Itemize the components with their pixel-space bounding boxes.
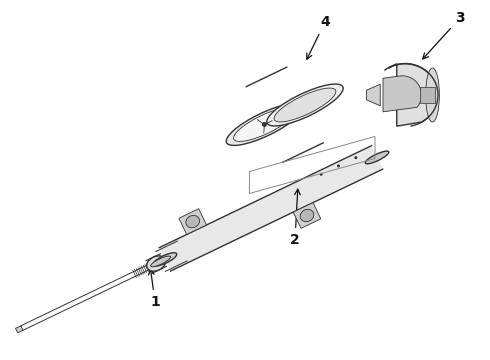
Ellipse shape bbox=[150, 256, 171, 267]
Text: 1: 1 bbox=[148, 269, 160, 309]
Ellipse shape bbox=[354, 156, 357, 159]
Polygon shape bbox=[293, 203, 321, 228]
Text: 3: 3 bbox=[423, 11, 465, 59]
Ellipse shape bbox=[300, 209, 314, 222]
Polygon shape bbox=[389, 64, 438, 126]
Ellipse shape bbox=[319, 173, 323, 176]
Ellipse shape bbox=[186, 215, 199, 228]
Polygon shape bbox=[16, 326, 23, 333]
Ellipse shape bbox=[234, 108, 295, 141]
Ellipse shape bbox=[337, 165, 340, 167]
Ellipse shape bbox=[274, 88, 336, 122]
Ellipse shape bbox=[153, 253, 177, 266]
Ellipse shape bbox=[147, 256, 166, 271]
Polygon shape bbox=[367, 84, 380, 106]
Text: 2: 2 bbox=[290, 189, 300, 247]
Polygon shape bbox=[179, 209, 206, 234]
Ellipse shape bbox=[426, 68, 440, 122]
Ellipse shape bbox=[365, 151, 389, 164]
FancyBboxPatch shape bbox=[420, 87, 436, 103]
Polygon shape bbox=[159, 146, 383, 271]
Ellipse shape bbox=[226, 104, 303, 145]
Polygon shape bbox=[383, 76, 421, 112]
Ellipse shape bbox=[267, 84, 343, 126]
Ellipse shape bbox=[262, 122, 267, 127]
Text: 4: 4 bbox=[307, 15, 330, 59]
